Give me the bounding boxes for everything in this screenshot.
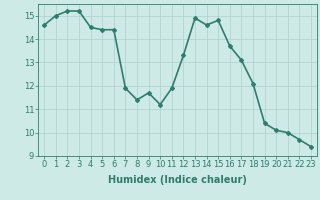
X-axis label: Humidex (Indice chaleur): Humidex (Indice chaleur) [108, 175, 247, 185]
